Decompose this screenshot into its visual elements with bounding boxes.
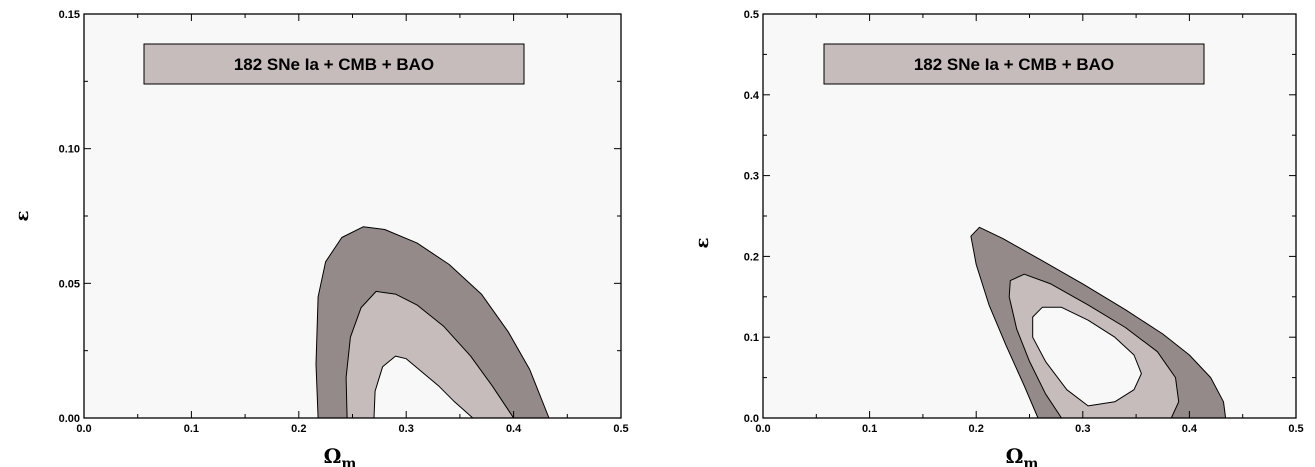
x-tick-label: 0.2 bbox=[969, 423, 984, 435]
x-axis-label-subscript: m bbox=[341, 456, 356, 467]
x-tick-label: 0.4 bbox=[506, 423, 522, 435]
annotation-box bbox=[143, 43, 525, 85]
x-tick-label: 0.4 bbox=[1182, 423, 1198, 435]
x-tick-label: 0.5 bbox=[1288, 423, 1303, 435]
x-tick-label: 0.0 bbox=[76, 423, 91, 435]
x-axis-label: Ωm bbox=[1006, 444, 1039, 467]
annotation-text: 182 SNe Ia + CMB + BAO bbox=[914, 55, 1114, 74]
y-tick-label: 0.05 bbox=[59, 278, 80, 290]
y-tick-label: 0.15 bbox=[59, 9, 80, 21]
x-axis-label-symbol: Ω bbox=[324, 444, 342, 467]
y-tick-label: 0.0 bbox=[744, 413, 759, 425]
contour-inner bbox=[1032, 306, 1142, 407]
y-axis-label: ε bbox=[12, 211, 33, 222]
x-axis-label: Ωm bbox=[324, 444, 357, 467]
x-tick-label: 0.2 bbox=[291, 423, 306, 435]
x-tick-label: 0.1 bbox=[862, 423, 877, 435]
x-tick-label: 0.3 bbox=[1075, 423, 1090, 435]
x-axis-label-subscript: m bbox=[1023, 456, 1038, 467]
y-tick-label: 0.3 bbox=[744, 171, 759, 183]
y-tick-label: 0.00 bbox=[59, 413, 80, 425]
y-axis-label: ε bbox=[692, 238, 713, 249]
x-tick-label: 0.5 bbox=[613, 423, 628, 435]
x-tick-label: 0.1 bbox=[184, 423, 199, 435]
contour-inner bbox=[373, 355, 474, 419]
y-tick-label: 0.10 bbox=[59, 144, 80, 156]
x-axis-label-symbol: Ω bbox=[1006, 444, 1024, 467]
y-tick-label: 0.1 bbox=[744, 332, 759, 344]
x-tick-label: 0.3 bbox=[399, 423, 414, 435]
contour-panel-left: 0.0 0.1 0.2 0.3 0.4 0.5 0.00 0.05 0.10 0.15 182 SN… bbox=[12, 9, 629, 467]
annotation-box bbox=[823, 43, 1205, 85]
annotation-text: 182 SNe Ia + CMB + BAO bbox=[234, 55, 434, 74]
x-tick-label: 0.0 bbox=[755, 423, 770, 435]
y-tick-label: 0.4 bbox=[744, 90, 760, 102]
y-tick-label: 0.2 bbox=[744, 251, 759, 263]
contour-panel-right: 0.0 0.1 0.2 0.3 0.4 0.5 0.0 0.1 0.2 0.3 0.4 0.5 182 … bbox=[692, 9, 1304, 467]
y-tick-label: 0.5 bbox=[744, 9, 759, 21]
